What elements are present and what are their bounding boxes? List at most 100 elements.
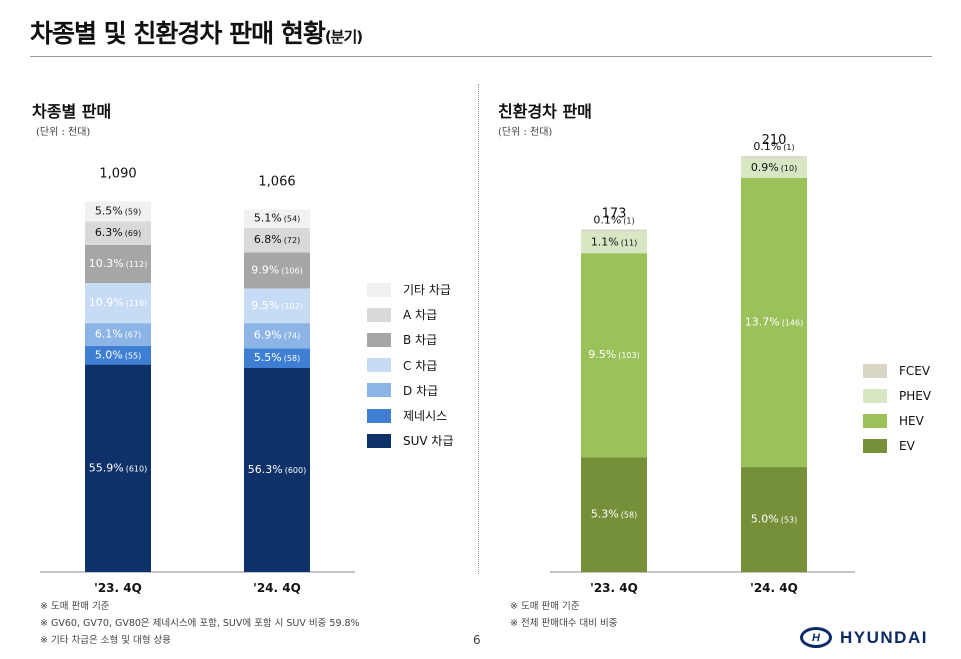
segment-label: 6.1% (67) xyxy=(95,328,141,341)
segment-label: 5.0% (53) xyxy=(751,513,797,526)
legend-swatch xyxy=(367,282,391,297)
page-title-suffix: (분기) xyxy=(324,28,363,46)
brand-name: HYUNDAI xyxy=(840,627,928,647)
bar-total-label: 1,066 xyxy=(258,175,295,190)
footnote-item: ※ 도매 판매 기준 xyxy=(40,601,110,612)
legend-label: C 차급 xyxy=(403,358,438,373)
legend-item: A 차급 xyxy=(367,302,454,327)
bar-segment xyxy=(581,457,647,572)
bar-segment xyxy=(85,201,151,222)
segment-label: 6.8% (72) xyxy=(254,233,300,246)
bar-segment xyxy=(741,156,807,159)
bar-segment xyxy=(244,227,310,253)
legend-item: 제네시스 xyxy=(367,403,454,428)
category-label: '23. 4Q xyxy=(590,581,638,595)
legend-item: SUV 차급 xyxy=(367,428,454,453)
bar-segment xyxy=(244,348,310,368)
legend-label: A 차급 xyxy=(403,308,438,323)
eco-friendly-legend: FCEV PHEV HEV EV xyxy=(863,358,931,459)
legend-swatch xyxy=(367,383,391,398)
legend-swatch xyxy=(367,358,391,373)
bar-total-label: 1,090 xyxy=(99,166,136,181)
legend-swatch xyxy=(863,413,887,428)
segment-label: 9.5% (102) xyxy=(251,299,302,312)
segment-label: 5.3% (58) xyxy=(591,508,637,521)
legend-label: 제네시스 xyxy=(403,409,448,424)
eco-friendly-chart: 5.3% (58)9.5% (103)1.1% (11)0.1% (1)173'23. … xyxy=(550,133,855,595)
legend-item: EV xyxy=(863,434,931,459)
brand-mark-letter: H xyxy=(812,631,820,644)
legend-label: PHEV xyxy=(899,388,932,403)
segment-label: 5.5% (59) xyxy=(95,204,141,217)
bar-segment xyxy=(581,229,647,232)
right-section-title: 친환경차 판매 xyxy=(498,102,592,121)
category-label: '24. 4Q xyxy=(253,581,301,595)
right-footnotes: ※ 도매 판매 기준 ※ 전체 판매대수 대비 비중 xyxy=(510,598,617,632)
legend-label: 기타 차급 xyxy=(403,283,451,298)
left-footnotes: ※ 도매 판매 기준 ※ GV60, GV70, GV80은 제네시스에 포함,… xyxy=(40,598,360,649)
bar-segment xyxy=(581,253,647,458)
page-title-main: 차종별 및 친환경차 판매 현황 xyxy=(30,19,326,48)
segment-label: 0.9% (10) xyxy=(751,161,797,174)
legend-label: HEV xyxy=(899,413,924,428)
segment-label: 56.3% (600) xyxy=(248,463,306,476)
bar-segment xyxy=(85,221,151,245)
segment-label: 13.7% (146) xyxy=(745,316,803,329)
bar-segment xyxy=(244,323,310,349)
segment-label: 1.1% (11) xyxy=(591,235,637,248)
footnote-item: ※ 전체 판매대수 대비 비중 xyxy=(510,618,618,629)
bar-segment xyxy=(741,177,807,468)
bar-segment xyxy=(244,368,310,572)
bar-total-label: 173 xyxy=(602,206,627,221)
legend-swatch xyxy=(367,307,391,322)
footnote-item: ※ 도매 판매 기준 xyxy=(510,601,580,612)
bar-segment xyxy=(581,231,647,254)
footnote-item: ※ GV60, GV70, GV80은 제네시스에 포함, SUV에 포함 시 … xyxy=(40,618,360,629)
legend-item: HEV xyxy=(863,408,931,433)
title-rule xyxy=(30,56,932,57)
segment-label: 6.9% (74) xyxy=(254,329,300,342)
legend-label: FCEV xyxy=(899,363,931,378)
segment-label: 9.9% (106) xyxy=(251,263,302,276)
bar-segment xyxy=(85,323,151,346)
vehicle-segment-chart: 55.9% (610) 5.0% (55) 6.1% (67) 10.9% (118) 10.3… xyxy=(40,166,355,595)
page-title: 차종별 및 친환경차 판매 현황(분기) xyxy=(30,14,363,50)
legend-item: D 차급 xyxy=(367,378,454,403)
segment-label: 0.1% (1) xyxy=(753,140,794,153)
bar-segment xyxy=(741,158,807,178)
category-label: '24. 4Q xyxy=(750,581,798,595)
legend-label: B 차급 xyxy=(403,333,438,348)
legend-item: C 차급 xyxy=(367,353,454,378)
segment-label: 10.9% (118) xyxy=(89,296,147,309)
left-section-title: 차종별 판매 xyxy=(32,102,112,121)
legend-item: B 차급 xyxy=(367,327,454,352)
legend-swatch xyxy=(367,433,391,448)
legend-label: SUV 차급 xyxy=(403,434,454,449)
footnote-item: ※ 기타 차급은 소형 및 대형 상용 xyxy=(40,635,171,646)
category-label: '23. 4Q xyxy=(94,581,142,595)
segment-label: 5.5% (58) xyxy=(254,351,300,364)
hyundai-emblem-icon: H xyxy=(800,627,832,648)
legend-item: PHEV xyxy=(863,383,931,408)
left-unit-label: (단위 : 천대) xyxy=(36,127,91,138)
section-divider xyxy=(478,84,479,574)
legend-item: FCEV xyxy=(863,358,931,383)
bar-segment xyxy=(85,345,151,365)
segment-label: 55.9% (610) xyxy=(89,461,147,474)
segment-label: 0.1% (1) xyxy=(593,213,634,226)
bar-segment xyxy=(244,288,310,324)
hyundai-logo: H HYUNDAI xyxy=(800,627,928,648)
bar-segment xyxy=(85,283,151,324)
legend-swatch xyxy=(863,388,887,403)
legend-item: 기타 차급 xyxy=(367,277,454,302)
bar-total-label: 210 xyxy=(762,133,787,148)
segment-label: 10.3% (112) xyxy=(89,257,147,270)
segment-label: 5.1% (54) xyxy=(254,212,300,225)
segment-label: 6.3% (69) xyxy=(95,226,141,239)
bar-segment xyxy=(85,364,151,572)
legend-swatch xyxy=(367,332,391,347)
bar-segment xyxy=(244,209,310,228)
legend-swatch xyxy=(863,439,887,454)
segment-label: 5.0% (55) xyxy=(95,348,141,361)
